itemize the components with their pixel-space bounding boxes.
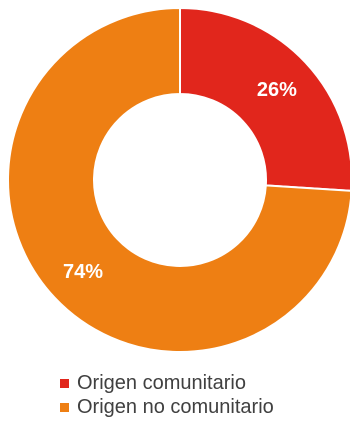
legend: Origen comunitario Origen no comunitario (60, 371, 274, 419)
donut-slice (7, 6, 350, 353)
slice-label: 26% (257, 79, 297, 101)
slice-label: 74% (63, 261, 103, 283)
slices (7, 6, 350, 353)
legend-swatch (60, 402, 69, 412)
legend-label: Origen no comunitario (77, 396, 274, 418)
legend-item: Origen comunitario (60, 371, 274, 395)
slice-labels: 26% 74% (63, 79, 297, 283)
legend-swatch (60, 378, 69, 388)
legend-item: Origen no comunitario (60, 395, 274, 419)
donut-slice (179, 6, 350, 192)
legend-label: Origen comunitario (77, 372, 246, 394)
